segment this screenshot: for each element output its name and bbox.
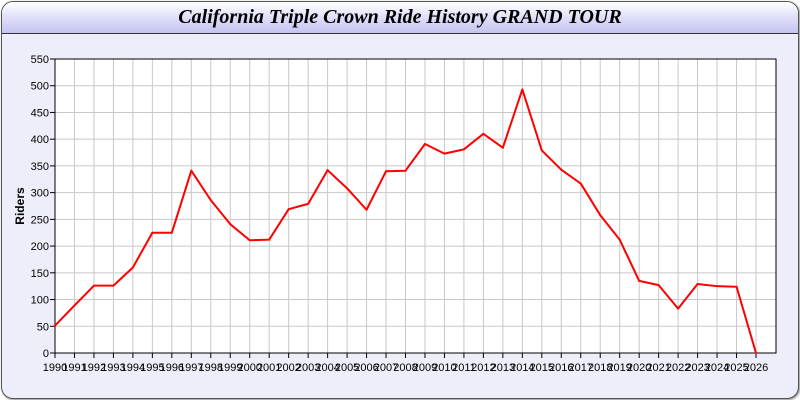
y-tick-label: 300: [31, 188, 49, 200]
y-tick-label: 350: [31, 161, 49, 173]
data-point: [618, 238, 621, 241]
data-point: [92, 284, 95, 287]
y-tick-label: 550: [31, 54, 49, 66]
x-tick-label: 1995: [140, 362, 164, 374]
data-point: [677, 307, 680, 310]
data-point: [735, 285, 738, 288]
data-point: [209, 199, 212, 202]
x-tick-label: 1993: [101, 362, 125, 374]
x-tick-label: 2008: [393, 362, 417, 374]
plot-area: [55, 59, 776, 353]
title-bar: California Triple Crown Ride History GRA…: [2, 2, 798, 34]
data-point: [716, 285, 719, 288]
x-tick-label: 1990: [43, 362, 67, 374]
data-point: [229, 223, 232, 226]
x-tick-label: 2001: [257, 362, 281, 374]
x-tick-label: 2002: [276, 362, 300, 374]
y-tick-label: 500: [31, 81, 49, 93]
x-tick-label: 2009: [413, 362, 437, 374]
x-tick-label: 2011: [452, 362, 476, 374]
x-tick-label: 2012: [471, 362, 495, 374]
data-point: [346, 187, 349, 190]
y-tick-label: 450: [31, 107, 49, 119]
data-point: [385, 170, 388, 173]
x-tick-label: 2010: [432, 362, 456, 374]
data-point: [560, 168, 563, 171]
x-tick-label: 2007: [374, 362, 398, 374]
x-tick-label: 2014: [510, 362, 534, 374]
data-point: [501, 146, 504, 149]
x-tick-label: 1994: [121, 362, 145, 374]
data-point: [521, 88, 524, 91]
x-tick-label: 2003: [296, 362, 320, 374]
data-point: [287, 208, 290, 211]
x-tick-label: 1992: [82, 362, 106, 374]
data-point: [540, 149, 543, 152]
data-point: [73, 304, 76, 307]
data-point: [696, 283, 699, 286]
data-point: [307, 202, 310, 205]
x-tick-label: 2005: [335, 362, 359, 374]
axes: 0501001502002503003504004505005501990199…: [31, 54, 777, 374]
data-point: [248, 239, 251, 242]
plot-border: [54, 58, 777, 354]
data-point: [482, 132, 485, 135]
data-point: [404, 169, 407, 172]
x-tick-label: 2016: [549, 362, 573, 374]
x-tick-label: 2023: [685, 362, 709, 374]
y-tick-label: 100: [31, 295, 49, 307]
data-point: [326, 169, 329, 172]
data-point: [268, 238, 271, 241]
x-tick-label: 2004: [315, 362, 339, 374]
x-tick-label: 2026: [744, 362, 768, 374]
x-tick-label: 2025: [724, 362, 748, 374]
x-tick-label: 2022: [666, 362, 690, 374]
data-point: [462, 148, 465, 151]
x-tick-label: 2024: [705, 362, 729, 374]
data-point: [365, 208, 368, 211]
data-point: [638, 279, 641, 282]
x-tick-label: 1997: [179, 362, 203, 374]
x-tick-label: 2020: [627, 362, 651, 374]
y-tick-label: 150: [31, 268, 49, 280]
x-tick-label: 2006: [354, 362, 378, 374]
x-tick-label: 1998: [199, 362, 223, 374]
x-tick-label: 2013: [491, 362, 515, 374]
series-group: [54, 88, 757, 354]
data-point: [579, 182, 582, 185]
data-point: [151, 231, 154, 234]
x-tick-label: 1991: [62, 362, 86, 374]
y-tick-label: 400: [31, 134, 49, 146]
data-point: [657, 284, 660, 287]
x-tick-label: 2018: [588, 362, 612, 374]
data-point: [755, 352, 757, 354]
x-tick-label: 1996: [160, 362, 184, 374]
data-point: [54, 324, 56, 327]
x-tick-label: 2015: [530, 362, 554, 374]
y-tick-label: 50: [37, 321, 49, 333]
data-point: [170, 231, 173, 234]
y-tick-label: 0: [43, 348, 49, 360]
data-point: [599, 214, 602, 217]
x-tick-label: 2019: [607, 362, 631, 374]
x-tick-label: 2021: [646, 362, 670, 374]
data-point: [112, 284, 115, 287]
y-tick-label: 250: [31, 214, 49, 226]
chart-title: California Triple Crown Ride History GRA…: [178, 6, 622, 28]
data-point: [423, 142, 426, 145]
data-point: [443, 152, 446, 155]
x-tick-label: 2017: [569, 362, 593, 374]
x-tick-label: 2000: [237, 362, 261, 374]
y-axis-label: Riders: [13, 187, 27, 225]
data-point: [190, 169, 193, 172]
y-tick-label: 200: [31, 241, 49, 253]
data-point: [131, 266, 134, 269]
x-tick-label: 1999: [218, 362, 242, 374]
